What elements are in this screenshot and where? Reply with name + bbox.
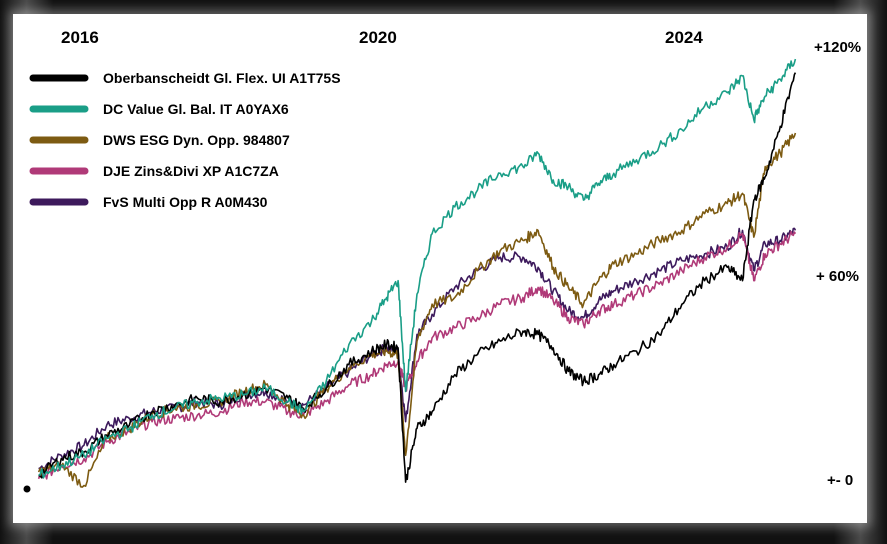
start-marker [23, 485, 31, 493]
legend-label-0: Oberbanscheidt Gl. Flex. UI A1T75S [103, 70, 341, 86]
legend-label-1: DC Value Gl. Bal. IT A0YAX6 [103, 101, 289, 117]
x-tick-2024: 2024 [665, 28, 703, 47]
legend-label-2: DWS ESG Dyn. Opp. 984807 [103, 132, 290, 148]
y-tick-zero: +- 0 [827, 472, 853, 489]
series-line-0 [38, 72, 797, 483]
chart-panel: 2016 2020 2024 +- 0 + 60% +120% Oberbans… [13, 14, 867, 523]
series-layer [23, 58, 797, 493]
series-line-4 [38, 227, 797, 471]
x-tick-2020: 2020 [359, 28, 397, 47]
chart-svg: 2016 2020 2024 +- 0 + 60% +120% Oberbans… [23, 28, 861, 493]
legend-label-4: FvS Multi Opp R A0M430 [103, 194, 268, 210]
y-tick-60: + 60% [816, 268, 859, 285]
series-line-3 [37, 230, 797, 480]
x-tick-2016: 2016 [61, 28, 99, 47]
series-line-1 [38, 58, 797, 479]
legend-label-3: DJE Zins&Divi XP A1C7ZA [103, 163, 279, 179]
y-tick-120: +120% [814, 39, 861, 56]
legend: Oberbanscheidt Gl. Flex. UI A1T75S DC Val… [23, 62, 401, 220]
